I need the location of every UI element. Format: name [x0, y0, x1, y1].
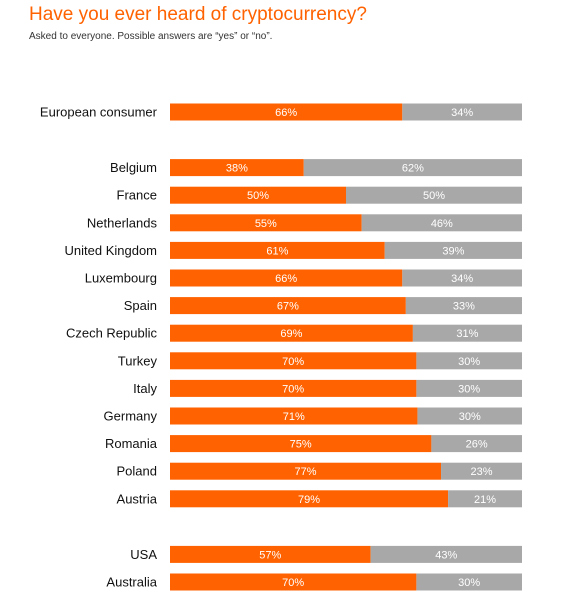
category-label: Germany [104, 409, 158, 424]
bar-no [441, 462, 522, 480]
category-label: Spain [124, 298, 157, 313]
category-label: Romania [105, 436, 158, 451]
data-label-no: 62% [402, 163, 424, 175]
bar-yes [170, 407, 418, 425]
bar-yes [170, 103, 403, 121]
data-label-no: 26% [466, 439, 488, 451]
bar-no [416, 573, 522, 591]
bar-no [417, 407, 522, 425]
bar-yes [170, 214, 362, 232]
category-label: France [117, 188, 157, 203]
bar-no [431, 435, 522, 453]
bar-yes [170, 379, 417, 397]
bar-row: Netherlands 55% 46% [87, 214, 522, 232]
bar-row: Germany 71% 30% [104, 407, 522, 425]
data-label-no: 50% [423, 190, 445, 202]
bar-row: Poland 77% 23% [117, 462, 522, 480]
data-label-yes: 66% [275, 107, 297, 119]
bar-no [346, 186, 522, 204]
bar-row: Czech Republic 69% 31% [66, 324, 522, 342]
bar-no [405, 297, 522, 315]
bar-yes [170, 324, 413, 342]
bar-row: Spain 67% 33% [124, 297, 522, 315]
bar-yes [170, 186, 346, 204]
data-label-no: 23% [471, 466, 493, 478]
bar-yes [170, 490, 449, 508]
category-label: Czech Republic [66, 326, 158, 341]
bar-no [384, 241, 522, 259]
bar-yes [170, 269, 403, 287]
bar-yes [170, 573, 417, 591]
data-label-yes: 70% [282, 383, 304, 395]
bar-yes [170, 462, 442, 480]
data-label-yes: 38% [226, 163, 248, 175]
data-label-yes: 50% [247, 190, 269, 202]
data-label-no: 34% [451, 273, 473, 285]
data-label-no: 31% [456, 328, 478, 340]
data-label-yes: 69% [280, 328, 302, 340]
data-label-yes: 57% [259, 549, 281, 561]
bar-yes [170, 435, 432, 453]
data-label-yes: 70% [282, 577, 304, 589]
data-label-yes: 77% [295, 466, 317, 478]
data-label-no: 30% [458, 356, 480, 368]
data-label-yes: 79% [298, 494, 320, 506]
bar-no [402, 103, 522, 121]
bar-yes [170, 241, 385, 259]
bar-yes [170, 352, 417, 370]
data-label-no: 30% [459, 411, 481, 423]
data-label-no: 34% [451, 107, 473, 119]
bar-row: Italy 70% 30% [133, 379, 522, 397]
category-label: USA [130, 547, 157, 562]
category-label: Australia [106, 575, 157, 590]
data-label-yes: 70% [282, 356, 304, 368]
category-label: United Kingdom [65, 243, 158, 258]
category-label: Netherlands [87, 215, 158, 230]
bar-no [402, 269, 522, 287]
data-label-yes: 55% [255, 218, 277, 230]
bar-yes [170, 159, 304, 177]
data-label-no: 21% [474, 494, 496, 506]
bar-row: Turkey 70% 30% [118, 352, 522, 370]
data-label-no: 39% [442, 245, 464, 257]
category-label: Italy [133, 381, 157, 396]
bar-no [361, 214, 522, 232]
data-label-yes: 61% [266, 245, 288, 257]
category-label: European consumer [40, 105, 158, 120]
data-label-yes: 71% [283, 411, 305, 423]
category-label: Turkey [118, 353, 158, 368]
category-label: Poland [117, 464, 157, 479]
bar-yes [170, 545, 371, 563]
bar-no [303, 159, 522, 177]
category-label: Belgium [110, 160, 157, 175]
bar-row: Belgium 38% 62% [110, 159, 522, 177]
bar-no [448, 490, 522, 508]
bar-no [416, 352, 522, 370]
bar-no [412, 324, 522, 342]
bar-no [416, 379, 522, 397]
bar-row: Australia 70% 30% [106, 573, 522, 591]
data-label-yes: 67% [277, 301, 299, 313]
data-label-no: 43% [435, 549, 457, 561]
bar-row: USA 57% 43% [130, 545, 522, 563]
bar-row: European consumer 66% 34% [40, 103, 522, 121]
data-label-yes: 66% [275, 273, 297, 285]
bar-row: Romania 75% 26% [105, 435, 522, 453]
bar-row: Austria 79% 21% [117, 490, 522, 508]
bar-yes [170, 297, 406, 315]
category-label: Austria [117, 491, 158, 506]
data-label-no: 30% [458, 577, 480, 589]
data-label-no: 33% [453, 301, 475, 313]
bar-no [370, 545, 522, 563]
data-label-yes: 75% [290, 439, 312, 451]
data-label-no: 46% [431, 218, 453, 230]
data-label-no: 30% [458, 383, 480, 395]
bar-row: France 50% 50% [117, 186, 522, 204]
bar-row: United Kingdom 61% 39% [65, 241, 522, 259]
bar-row: Luxembourg 66% 34% [85, 269, 522, 287]
chart-subtitle: Asked to everyone. Possible answers are … [29, 31, 273, 42]
chart-title: Have you ever heard of cryptocurrency? [29, 4, 367, 25]
category-label: Luxembourg [85, 271, 157, 286]
